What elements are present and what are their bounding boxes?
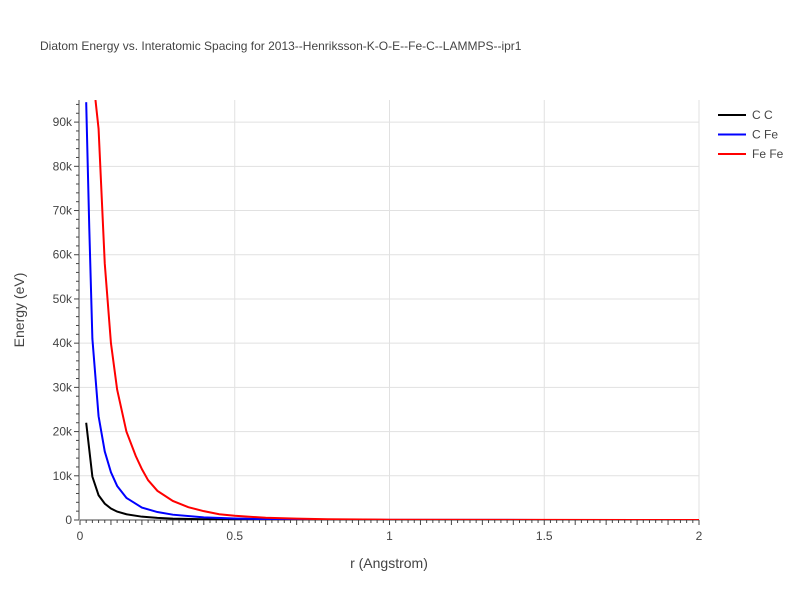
y-tick-label: 90k	[53, 115, 73, 129]
series-lines	[85, 100, 699, 520]
gridlines	[80, 100, 700, 520]
chart-title: Diatom Energy vs. Interatomic Spacing fo…	[40, 39, 522, 53]
x-tick-label: 0.5	[226, 529, 243, 543]
x-axis-title: r (Angstrom)	[350, 555, 428, 571]
y-tick-label: 20k	[53, 425, 73, 439]
y-tick-label: 30k	[53, 380, 73, 394]
y-tick-label: 70k	[53, 204, 73, 218]
y-axis-title: Energy (eV)	[11, 273, 27, 348]
y-tick-label: 50k	[53, 292, 73, 306]
legend[interactable]: C C C Fe Fe Fe	[718, 108, 784, 161]
legend-item-c-fe[interactable]: C Fe	[718, 128, 778, 142]
legend-label: C Fe	[752, 128, 778, 142]
series-line-c-c[interactable]	[85, 422, 699, 520]
y-tick-label: 40k	[53, 336, 73, 350]
x-tick-label: 1	[386, 529, 393, 543]
x-tick-label: 1.5	[536, 529, 553, 543]
series-line-c-fe[interactable]	[85, 102, 699, 520]
x-tick-label: 0	[77, 529, 84, 543]
axes: 0 0.5 1 1.5 2 0 10k 20k 30k 40k 50k 60k 70k 80k 90k	[53, 100, 703, 543]
y-tick-label: 0	[65, 513, 72, 527]
legend-item-fe-fe[interactable]: Fe Fe	[718, 147, 784, 161]
series-line-fe-fe[interactable]	[94, 100, 699, 520]
legend-item-c-c[interactable]: C C	[718, 108, 773, 122]
y-tick-label: 10k	[53, 469, 73, 483]
legend-label: C C	[752, 108, 773, 122]
y-tick-label: 60k	[53, 248, 73, 262]
y-tick-label: 80k	[53, 159, 73, 173]
x-tick-label: 2	[696, 529, 703, 543]
legend-label: Fe Fe	[752, 147, 784, 161]
